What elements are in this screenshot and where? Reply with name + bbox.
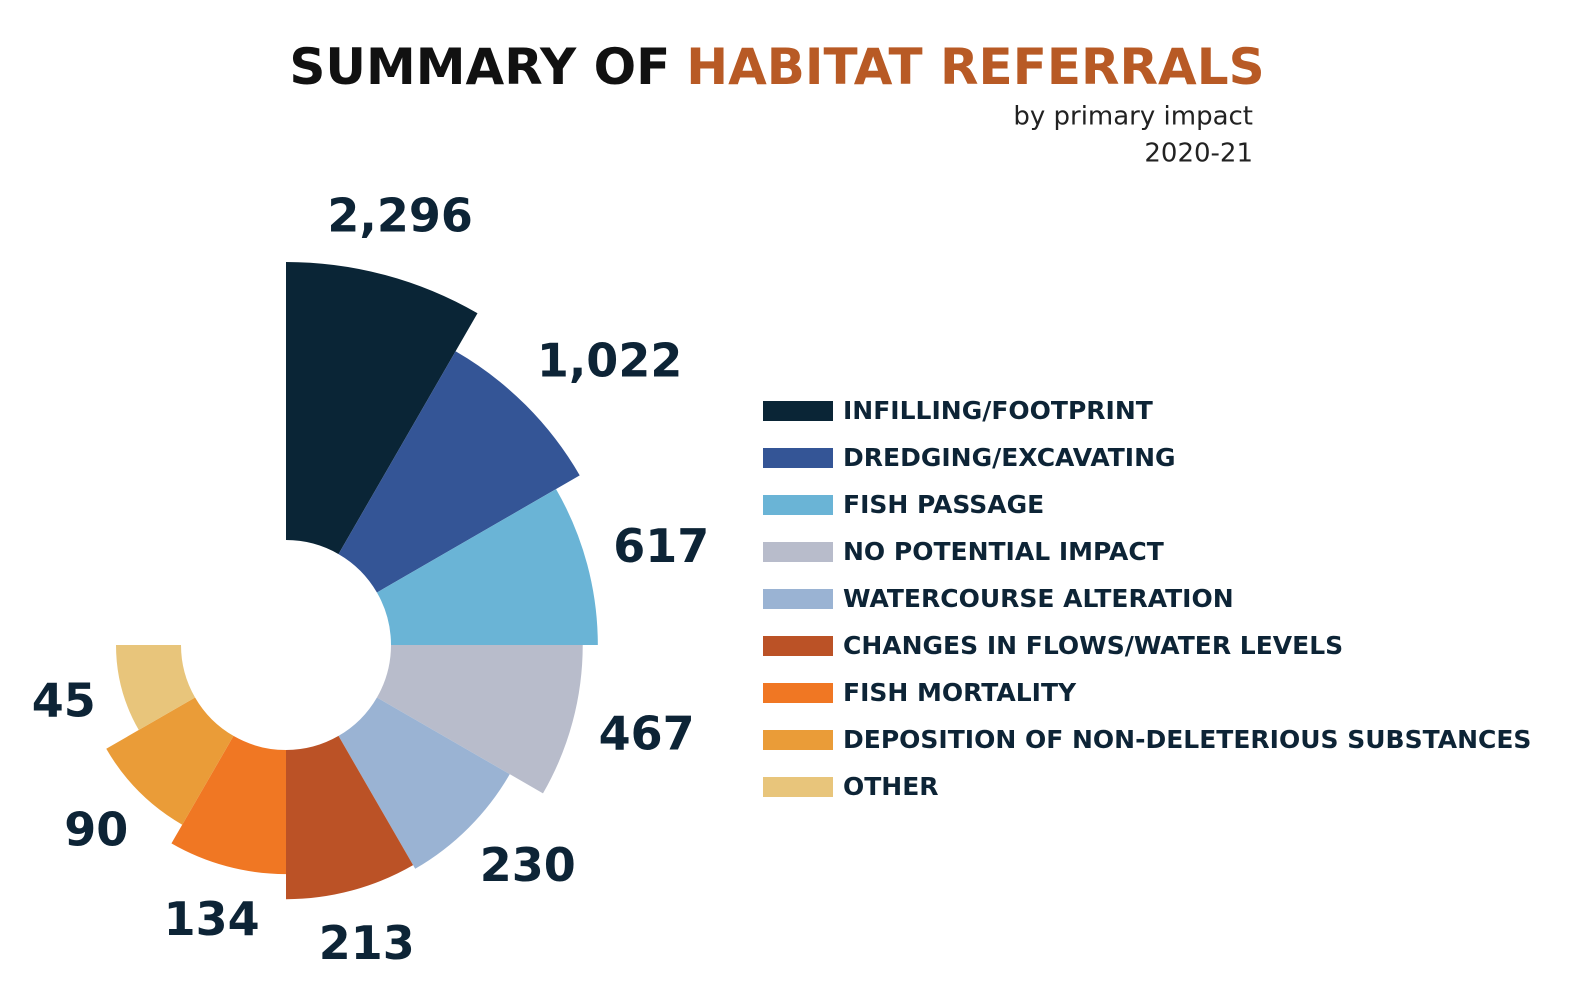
rose-segment: [116, 645, 196, 730]
legend-label: OTHER: [843, 772, 939, 801]
legend-label: WATERCOURSE ALTERATION: [843, 584, 1234, 613]
value-label: 134: [164, 892, 260, 946]
value-label: 90: [64, 802, 128, 856]
rose-segment: [376, 645, 583, 794]
legend-swatch: [763, 542, 833, 562]
value-label: 2,296: [327, 189, 473, 243]
chart-title: SUMMARY OF HABITAT REFERRALS: [289, 38, 1264, 96]
legend-swatch: [763, 683, 833, 703]
rose-segment: [338, 697, 510, 869]
legend-swatch: [763, 777, 833, 797]
legend-swatch: [763, 401, 833, 421]
value-label: 213: [319, 916, 415, 970]
legend-swatch: [763, 495, 833, 515]
rose-segment: [286, 262, 478, 555]
legend-label: FISH MORTALITY: [843, 678, 1077, 707]
value-label: 230: [480, 838, 576, 892]
subtitle: by primary impact: [1013, 102, 1253, 132]
value-label: 467: [599, 706, 695, 760]
value-label: 45: [32, 674, 96, 728]
value-label: 1,022: [537, 334, 683, 388]
legend-label: INFILLING/FOOTPRINT: [843, 396, 1153, 425]
legend-swatch: [763, 448, 833, 468]
rose-segment: [338, 351, 580, 593]
subtitle: 2020-21: [1144, 139, 1253, 169]
legend-swatch: [763, 730, 833, 750]
legend-label: FISH PASSAGE: [843, 490, 1044, 519]
title-main: SUMMARY OF: [289, 38, 670, 96]
legend-label: CHANGES IN FLOWS/WATER LEVELS: [843, 631, 1343, 660]
rose-segment: [286, 735, 414, 900]
legend-label: NO POTENTIAL IMPACT: [843, 537, 1164, 566]
legend-swatch: [763, 636, 833, 656]
rose-segment: [106, 697, 234, 825]
rose-segment: [171, 735, 286, 875]
title-highlight: HABITAT REFERRALS: [686, 38, 1264, 96]
rose-segment: [376, 489, 598, 645]
value-label: 617: [613, 519, 709, 573]
legend-label: DREDGING/EXCAVATING: [843, 443, 1176, 472]
legend-label: DEPOSITION OF NON-DELETERIOUS SUBSTANCES: [843, 725, 1531, 754]
legend-swatch: [763, 589, 833, 609]
